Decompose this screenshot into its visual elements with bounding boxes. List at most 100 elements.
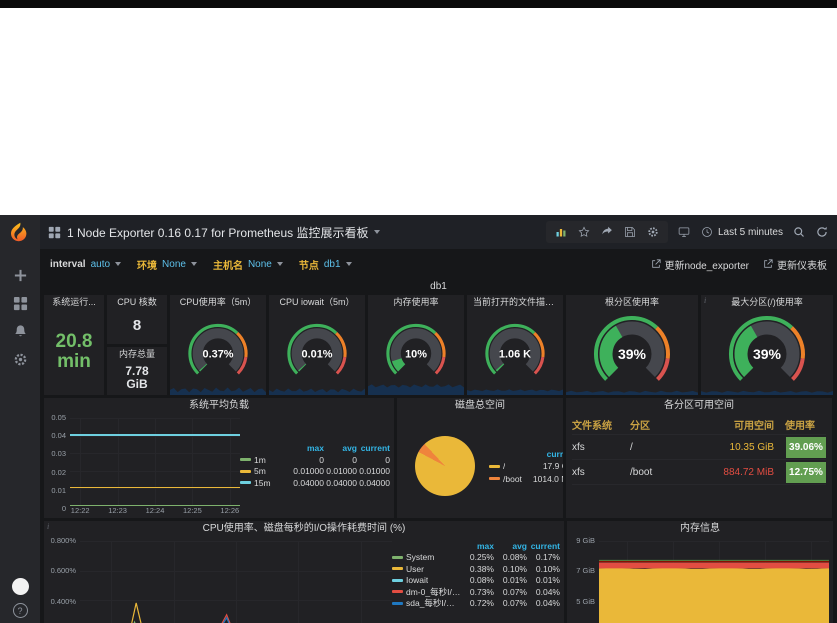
legend-series-toggle[interactable]: /boot [489, 474, 522, 484]
panel-actions-cluster [545, 221, 668, 243]
panel-title[interactable]: 内存使用率 [393, 297, 439, 307]
series-line [70, 486, 240, 489]
legend-series-name: System [406, 552, 435, 563]
legend-series-toggle[interactable]: dm-0_每秒I/O操作% [392, 586, 461, 598]
dashboard-settings-gear-icon[interactable] [646, 225, 660, 239]
panel-system-load: 系统平均负载 0.05 0.04 0.03 0.02 0.01 0 12:22 12:23 1… [44, 398, 394, 518]
link-update-dashboard[interactable]: 更新仪表板 [763, 257, 827, 272]
chart-left: 0.05 0.04 0.03 0.02 0.01 0 12:22 12:23 12:24 12:… [46, 413, 240, 516]
legend-color-dash [240, 469, 251, 473]
legend: max avg current 1m 0 0 0 5m 0.01000 0.01000 0.0100… [240, 415, 390, 516]
plot-area[interactable] [70, 418, 240, 506]
create-plus-icon[interactable] [11, 266, 29, 284]
column-header[interactable]: 可用空间 [734, 420, 774, 432]
info-icon[interactable] [47, 522, 49, 531]
dashboards-icon[interactable] [11, 294, 29, 312]
variable-value[interactable]: db1 [323, 258, 341, 270]
series-svg [599, 541, 829, 623]
legend-row: sda_每秒I/O操作% 0.72% 0.07% 0.04% [392, 598, 560, 610]
panel-title[interactable]: 当前打开的文件描述符 [473, 297, 563, 307]
svg-text:39%: 39% [618, 346, 647, 362]
legend-series-toggle[interactable]: / [489, 461, 522, 471]
x-tick-label: 12:26 [220, 506, 240, 515]
column-header[interactable]: 使用率 [785, 420, 815, 432]
legend-color-dash [392, 590, 403, 594]
legend-value: 0 [352, 454, 357, 465]
panel-title[interactable]: CPU 核数 [117, 297, 157, 307]
table-cell: 10.35 GiB [729, 441, 774, 453]
zoom-out-search-icon[interactable] [792, 225, 806, 239]
legend-series-name: dm-0_每秒I/O操作% [406, 586, 461, 597]
panel-title[interactable]: CPU使用率、磁盘每秒的I/O操作耗费时间 (%) [202, 523, 406, 534]
legend-column-header[interactable]: current [360, 443, 390, 454]
panel-title[interactable]: 系统运行... [52, 297, 96, 307]
chart-main: 0.05 0.04 0.03 0.02 0.01 0 [46, 413, 240, 513]
time-range-picker[interactable]: Last 5 minutes [700, 225, 783, 239]
table-cell: /boot [630, 466, 653, 478]
configuration-gear-icon[interactable] [11, 350, 29, 368]
uptime-number: 20.8 [55, 331, 93, 353]
user-avatar[interactable] [11, 578, 29, 595]
legend-series-toggle[interactable]: System [392, 552, 461, 562]
add-panel-icon[interactable] [554, 225, 568, 239]
plot-area[interactable] [80, 541, 392, 623]
y-tick-label: 0.800% [50, 536, 76, 545]
legend-column-header[interactable]: current [530, 540, 560, 551]
variable-env[interactable]: 环境 None [137, 257, 197, 272]
star-icon[interactable] [577, 225, 591, 239]
panel-title[interactable]: CPU使用率（5m） [179, 297, 257, 307]
refresh-icon[interactable] [815, 225, 829, 239]
blank-area [0, 8, 837, 215]
variable-node[interactable]: 节点 db1 [299, 257, 352, 272]
variable-value[interactable]: None [162, 258, 186, 270]
column-header[interactable]: 文件系统 [572, 420, 612, 432]
panel-title[interactable]: 各分区可用空间 [664, 400, 734, 411]
legend-column-header[interactable]: max [476, 540, 494, 551]
legend-series-toggle[interactable]: 5m [240, 466, 291, 476]
panel-title[interactable]: 根分区使用率 [604, 297, 659, 307]
share-icon[interactable] [600, 225, 614, 239]
charts-row-2: CPU使用率、磁盘每秒的I/O操作耗费时间 (%) 0.800% 0.600% 0.… [44, 521, 833, 623]
legend-value: 0.25% [469, 552, 494, 563]
panel-title[interactable]: 内存总量 [118, 348, 155, 359]
variable-value[interactable]: None [247, 258, 272, 270]
link-update-node-exporter[interactable]: 更新node_exporter [651, 257, 749, 272]
table-row: xfs/boot 884.72 MiB 12.75% [572, 460, 826, 485]
row-title[interactable]: db1 [430, 281, 447, 292]
y-axis: 0.800%0.600%0.400%0.200% [46, 536, 80, 623]
legend-series-toggle[interactable]: 1m [240, 455, 291, 465]
legend-column-header[interactable]: current [546, 448, 563, 459]
legend-series-toggle[interactable]: 15m [240, 478, 291, 488]
panel-gauge-root-partition: 根分区使用率 39% [566, 295, 698, 395]
chevron-down-icon [115, 262, 122, 266]
variable-value[interactable]: auto [90, 258, 111, 270]
panel-title[interactable]: CPU iowait（5m） [279, 297, 355, 307]
variable-hostname[interactable]: 主机名 None [213, 257, 283, 272]
legend-series-toggle[interactable]: sda_每秒I/O操作% [392, 597, 461, 609]
grafana-logo-icon[interactable] [7, 221, 33, 247]
panel-title[interactable]: 最大分区(/)使用率 [731, 297, 803, 307]
legend-column-header[interactable]: avg [512, 540, 527, 551]
panel-title[interactable]: 磁盘总空间 [455, 400, 505, 411]
legend-column-header[interactable]: avg [342, 443, 357, 454]
help-icon[interactable]: ? [12, 603, 28, 618]
alerting-bell-icon[interactable] [11, 322, 29, 340]
legend-series-toggle[interactable]: Iowait [392, 575, 461, 585]
svg-text:10%: 10% [405, 348, 427, 360]
legend-series-toggle[interactable]: User [392, 564, 461, 574]
plot-area[interactable] [599, 541, 829, 623]
y-tick-label: 0.400% [50, 596, 76, 606]
usage-cell: 39.06% [786, 436, 826, 458]
save-icon[interactable] [623, 225, 637, 239]
panel-title[interactable]: 系统平均负载 [189, 400, 249, 411]
variable-interval[interactable]: interval auto [50, 258, 122, 270]
legend-value: 0.72% [469, 598, 494, 609]
grid-line [80, 418, 82, 506]
column-header[interactable]: 分区 [630, 420, 650, 432]
info-icon[interactable] [704, 296, 706, 305]
panel-title[interactable]: 内存信息 [680, 523, 720, 534]
dashboard-title[interactable]: 1 Node Exporter 0.16 0.17 for Prometheus… [67, 225, 369, 240]
tv-mode-monitor-icon[interactable] [677, 225, 691, 239]
legend-column-header[interactable]: max [306, 443, 324, 454]
